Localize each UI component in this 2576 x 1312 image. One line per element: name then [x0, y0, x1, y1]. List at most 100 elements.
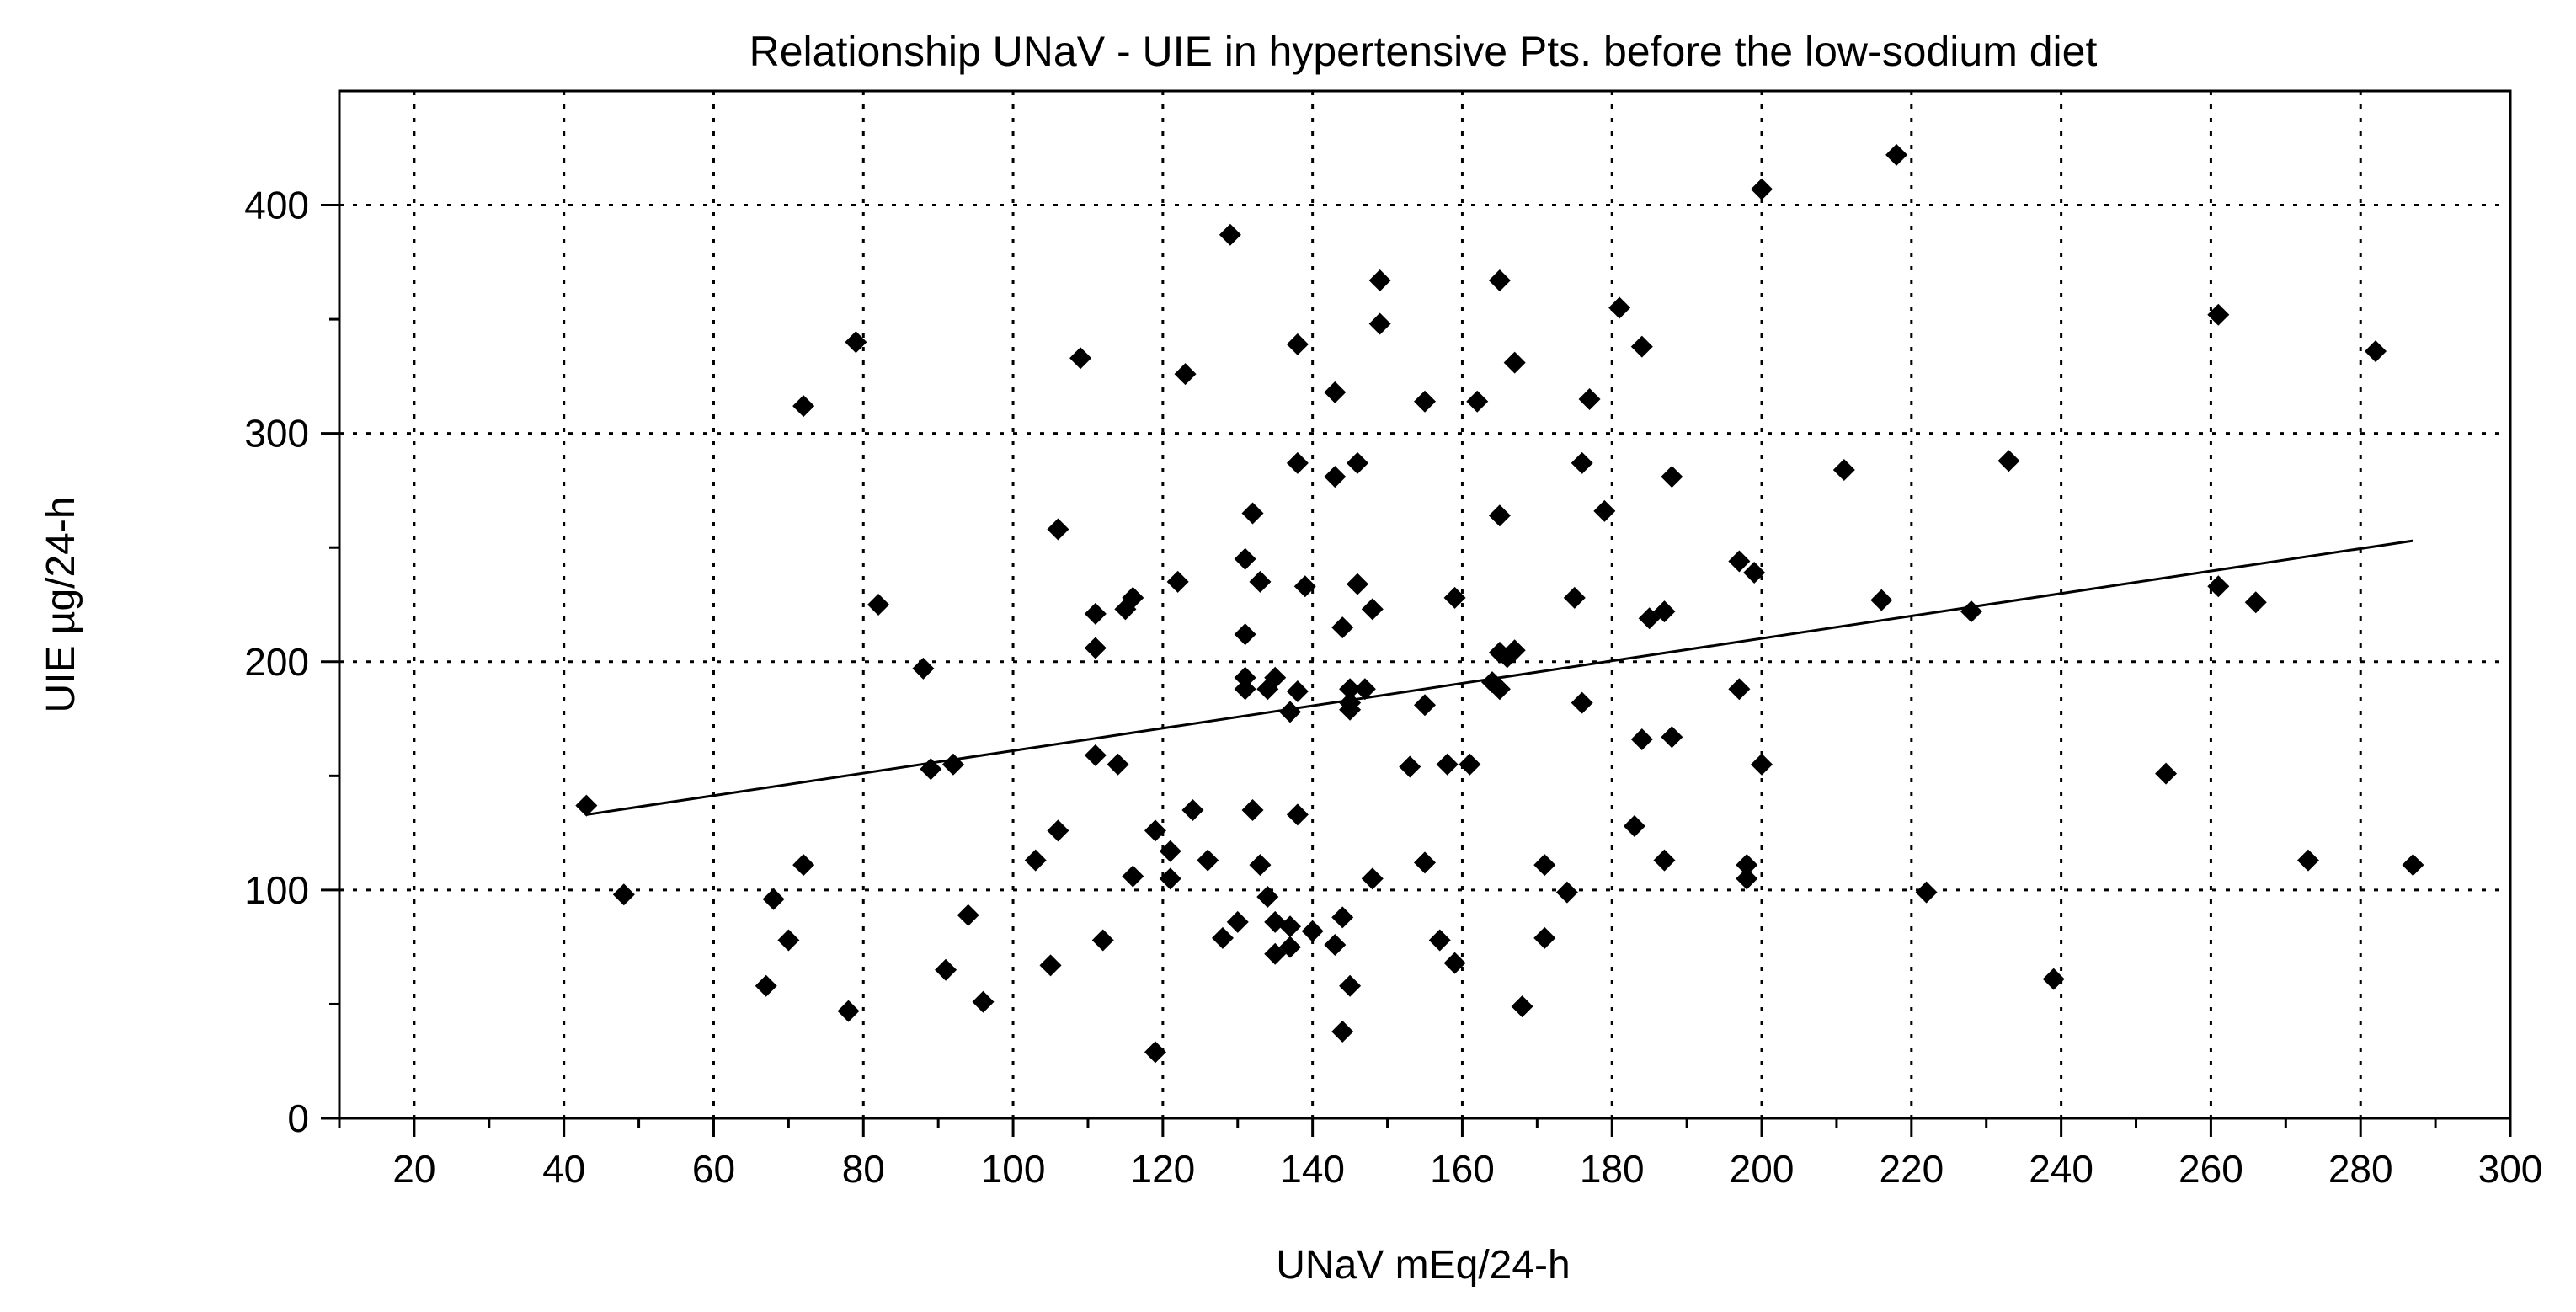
data-point [1324, 381, 1347, 403]
data-point [1256, 886, 1279, 909]
data-point [1234, 666, 1256, 689]
plot-frame [338, 89, 2512, 1120]
data-point [1346, 573, 1368, 595]
data-point [1219, 223, 1241, 246]
data-point [1653, 600, 1676, 623]
data-point [1736, 867, 1758, 890]
y-tick-label: 100 [244, 868, 309, 912]
data-point [1324, 466, 1347, 488]
data-point [1278, 701, 1301, 723]
data-point [1197, 849, 1219, 872]
data-point [1443, 952, 1466, 974]
data-point [1503, 351, 1526, 374]
data-point [2402, 854, 2424, 877]
data-point [1511, 995, 1533, 1018]
data-point [1144, 819, 1166, 842]
data-point [1428, 929, 1451, 952]
x-tick-label: 60 [692, 1147, 735, 1191]
data-point [1144, 1041, 1166, 1064]
x-axis-label: UNaV mEq/24-h [1276, 1243, 1570, 1288]
x-tick-label: 300 [2478, 1147, 2543, 1191]
data-point [1578, 388, 1601, 410]
data-point [1346, 451, 1368, 474]
data-point [1353, 678, 1376, 701]
data-point [1084, 744, 1107, 766]
data-point [1563, 586, 1586, 609]
data-point [1286, 451, 1309, 474]
data-point [1249, 570, 1272, 593]
data-point [1885, 143, 1908, 166]
data-point [1661, 726, 1683, 749]
y-tick-label: 0 [287, 1096, 309, 1140]
data-point [1084, 637, 1107, 659]
x-tick-label: 240 [2029, 1147, 2093, 1191]
x-tick-label: 140 [1280, 1147, 1345, 1191]
data-point [1728, 550, 1751, 573]
data-point [1069, 347, 1092, 370]
data-point [972, 990, 995, 1013]
data-point [575, 794, 598, 817]
x-tick-label: 160 [1430, 1147, 1495, 1191]
data-point [1286, 803, 1309, 826]
data-point [1488, 269, 1511, 292]
data-point [1339, 678, 1362, 701]
data-point [1301, 920, 1324, 942]
data-point [1241, 799, 1264, 821]
x-tick-label: 260 [2179, 1147, 2243, 1191]
x-tick-label: 100 [981, 1147, 1046, 1191]
data-point [1571, 691, 1593, 714]
data-point [2155, 762, 2178, 785]
data-point [755, 974, 777, 997]
x-tick-label: 40 [542, 1147, 585, 1191]
data-point [1107, 753, 1129, 776]
data-point [1443, 586, 1466, 609]
data-point [1459, 753, 1481, 776]
regression-line [586, 539, 2413, 816]
x-tick-label: 180 [1580, 1147, 1645, 1191]
data-point [1024, 849, 1047, 872]
data-point [1047, 819, 1069, 842]
data-point [1047, 518, 1069, 541]
x-tick-label: 220 [1879, 1147, 1944, 1191]
x-tick-label: 80 [842, 1147, 885, 1191]
data-point [1278, 915, 1301, 938]
data-point [1331, 1020, 1354, 1043]
y-tick-label: 400 [244, 184, 309, 227]
data-point [1661, 466, 1683, 488]
data-point [777, 929, 800, 952]
data-point [2207, 303, 2230, 326]
data-point [1122, 586, 1144, 609]
data-point [1278, 936, 1301, 958]
data-point [2042, 968, 2065, 990]
data-point [935, 958, 957, 981]
y-tick-labels: 0 100 200 300 400 [244, 184, 309, 1140]
data-point [1264, 666, 1287, 689]
data-point [1039, 954, 1062, 977]
data-point [837, 1000, 860, 1022]
data-point [1084, 602, 1107, 625]
data-point [2244, 591, 2267, 614]
data-point [1211, 926, 1234, 949]
data-point [1414, 694, 1436, 717]
data-point [941, 753, 964, 776]
data-point [1997, 450, 2020, 472]
data-point [1488, 504, 1511, 527]
data-point [1533, 854, 1556, 877]
data-point [1241, 502, 1264, 525]
x-tick-labels: 20 40 60 80 100 120 140 160 180 200 220 240 260 280 30… [392, 1147, 2542, 1191]
data-point [1122, 865, 1144, 888]
y-axis-label: UIE µg/24-h [39, 496, 83, 712]
data-point [1743, 562, 1766, 584]
data-point [1593, 499, 1616, 522]
data-point [1870, 589, 1893, 611]
data-point [1623, 814, 1645, 837]
data-point [912, 657, 935, 680]
data-point [1728, 678, 1751, 701]
data-point [957, 904, 979, 926]
data-point [1234, 678, 1256, 701]
grid [339, 91, 2510, 1118]
data-point [1630, 335, 1653, 358]
data-point [1608, 296, 1631, 319]
data-point [1293, 575, 1316, 598]
